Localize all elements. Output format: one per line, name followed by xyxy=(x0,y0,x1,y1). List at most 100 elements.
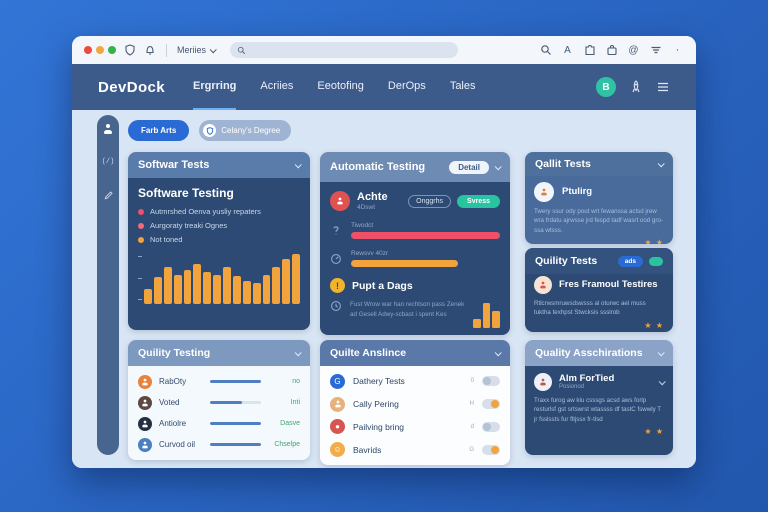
list-menu-icon[interactable] xyxy=(656,80,670,94)
user-name: Alm ForTied xyxy=(559,372,615,384)
nav-tab-derops[interactable]: DerOps xyxy=(387,80,426,92)
chevron-down-icon[interactable] xyxy=(657,159,665,167)
toggle-switch[interactable] xyxy=(482,444,500,455)
ads-badge[interactable]: ads xyxy=(617,255,643,267)
dashboard-content: (/) Farb Arts Celany's Degree Softwar Te… xyxy=(72,110,696,468)
alert-row: ! Pupt a Dags xyxy=(330,278,500,293)
star-rating[interactable]: ★ ★ xyxy=(644,426,664,436)
star-rating[interactable]: ★ ★ xyxy=(644,320,664,330)
avatar xyxy=(138,416,152,431)
list-item[interactable]: Curvod oil Chselpe xyxy=(138,437,300,452)
avatar xyxy=(330,396,345,412)
quality-assurations-card: Quality Asschirations Alm ForTied Posion… xyxy=(525,340,673,455)
legend-item: Autmrshed Oenva yusliy repaters xyxy=(138,207,300,216)
legend-dot xyxy=(138,222,144,229)
review-text: Traxx furog aw klu csssgs acsd aws forlp… xyxy=(534,397,661,423)
list-item[interactable]: Antiolre Dasve xyxy=(138,416,300,431)
filter-pills: Farb Arts Celany's Degree xyxy=(128,120,292,141)
review-text: Twery ssur ody pout wrt fewanssa actsd j… xyxy=(534,208,663,234)
shield-icon[interactable] xyxy=(123,44,136,57)
lock-box-icon[interactable] xyxy=(605,44,618,57)
toggle-switch[interactable] xyxy=(482,399,500,410)
quality-assurations-header[interactable]: Quality Asschirations xyxy=(525,340,673,366)
quality-tests-mid-header[interactable]: Quility Tests ads xyxy=(525,248,673,274)
primary-filter-button[interactable]: Farb Arts xyxy=(128,120,190,141)
star-rating[interactable]: ★ ★ xyxy=(644,237,664,244)
code-icon[interactable]: (/) xyxy=(101,158,115,166)
alert-icon: ! xyxy=(330,278,345,293)
list-item[interactable]: Voted Inti xyxy=(138,395,300,410)
chevron-down-icon[interactable] xyxy=(294,160,302,168)
chevron-down-icon[interactable] xyxy=(494,348,502,356)
quality-testing-body: RabOty no Voted Inti Antiolre D xyxy=(128,366,310,460)
quality-assurance-header[interactable]: Quilte Anslince xyxy=(320,340,510,366)
edit-pencil-icon[interactable] xyxy=(103,190,114,201)
maximize-window-dot[interactable] xyxy=(108,46,116,54)
search-icon[interactable] xyxy=(539,44,552,57)
quality-testing-header[interactable]: Quility Testing xyxy=(128,340,310,366)
row-value: Inti xyxy=(290,399,300,406)
progress-label: Tiwodct xyxy=(351,222,374,229)
toggle-switch[interactable] xyxy=(482,376,500,387)
teal-badge[interactable] xyxy=(649,256,663,266)
detail-button[interactable]: Detail xyxy=(449,160,489,174)
alert-label: Pupt a Dags xyxy=(352,279,413,292)
avatar[interactable] xyxy=(534,182,554,202)
secondary-filter-label: Celany's Degree xyxy=(221,126,281,135)
nav-tab-acriies[interactable]: Acriies xyxy=(260,80,294,92)
progress-meter xyxy=(210,443,261,446)
minimize-window-dot[interactable] xyxy=(96,46,104,54)
note-text: Fust Wrow war han rechtson pass Zenek ad… xyxy=(350,301,465,318)
chevron-down-icon[interactable] xyxy=(494,162,502,170)
avatar[interactable] xyxy=(534,276,552,294)
toggle-switch[interactable] xyxy=(482,421,500,432)
toggle-prefix: G xyxy=(469,446,474,453)
address-search-bar[interactable] xyxy=(230,42,459,58)
gauge-icon xyxy=(330,253,343,265)
user-avatar[interactable]: B xyxy=(596,77,616,97)
quality-tests-top-header[interactable]: Qallit Tests xyxy=(525,152,673,176)
legend-label: Autmrshed Oenva yusliy repaters xyxy=(150,207,261,216)
legend-item: Not toned xyxy=(138,235,300,244)
automatic-testing-header[interactable]: Automatic Testing Detail xyxy=(320,152,510,182)
rocket-icon[interactable] xyxy=(629,80,643,94)
nav-tab-eeotofing[interactable]: Eeotofing xyxy=(317,80,364,92)
legend-label: Aurgoraty treaki Ognes xyxy=(150,221,228,230)
list-item[interactable]: RabOty no xyxy=(138,374,300,389)
filter-icon[interactable] xyxy=(649,44,662,57)
legend-dot xyxy=(138,236,144,243)
close-window-dot[interactable] xyxy=(84,46,92,54)
card-title: Quality Asschirations xyxy=(535,347,643,359)
nav-tab-tales[interactable]: Tales xyxy=(449,80,476,92)
secondary-filter-button[interactable]: Celany's Degree xyxy=(199,120,292,141)
status-pill-outline[interactable]: Onggrhs xyxy=(408,194,452,208)
browser-menu[interactable]: Meriies xyxy=(177,45,217,55)
chevron-down-icon[interactable] xyxy=(658,377,666,385)
mention-icon[interactable]: @ xyxy=(628,44,639,56)
service-icon: G xyxy=(330,373,345,389)
overflow-dot-icon[interactable]: · xyxy=(675,44,680,56)
card-title: Quility Testing xyxy=(138,347,211,359)
user-row: Achte 4Dswt Onggrhs Svress xyxy=(330,191,500,211)
search-icon xyxy=(237,46,246,54)
avatar[interactable] xyxy=(330,191,350,211)
user-subtitle: Posionod xyxy=(559,384,585,391)
app-logo[interactable]: DevDock xyxy=(98,78,165,96)
bell-icon[interactable] xyxy=(143,44,156,57)
reader-icon[interactable]: A xyxy=(564,44,571,56)
card-title: Quilte Anslince xyxy=(330,347,407,359)
row-value: no xyxy=(292,378,300,385)
software-tests-header[interactable]: Softwar Tests xyxy=(128,152,310,178)
bar-chart-wrap xyxy=(138,252,300,304)
legend-label: Not toned xyxy=(150,235,183,244)
status-pill-success[interactable]: Svress xyxy=(457,194,500,208)
extension-icon[interactable] xyxy=(583,44,596,57)
nav-tab-ergrring[interactable]: Ergrring xyxy=(193,64,237,110)
row-value: Chselpe xyxy=(274,441,300,448)
chevron-down-icon[interactable] xyxy=(657,348,665,356)
avatar[interactable] xyxy=(534,373,552,391)
profile-icon[interactable] xyxy=(103,124,113,134)
toggle-label: Pailving bring xyxy=(353,421,405,432)
chevron-down-icon[interactable] xyxy=(294,348,302,356)
review-text: Rtlcrwsmruwsdswsss al oturwc ael muss tu… xyxy=(534,300,646,317)
